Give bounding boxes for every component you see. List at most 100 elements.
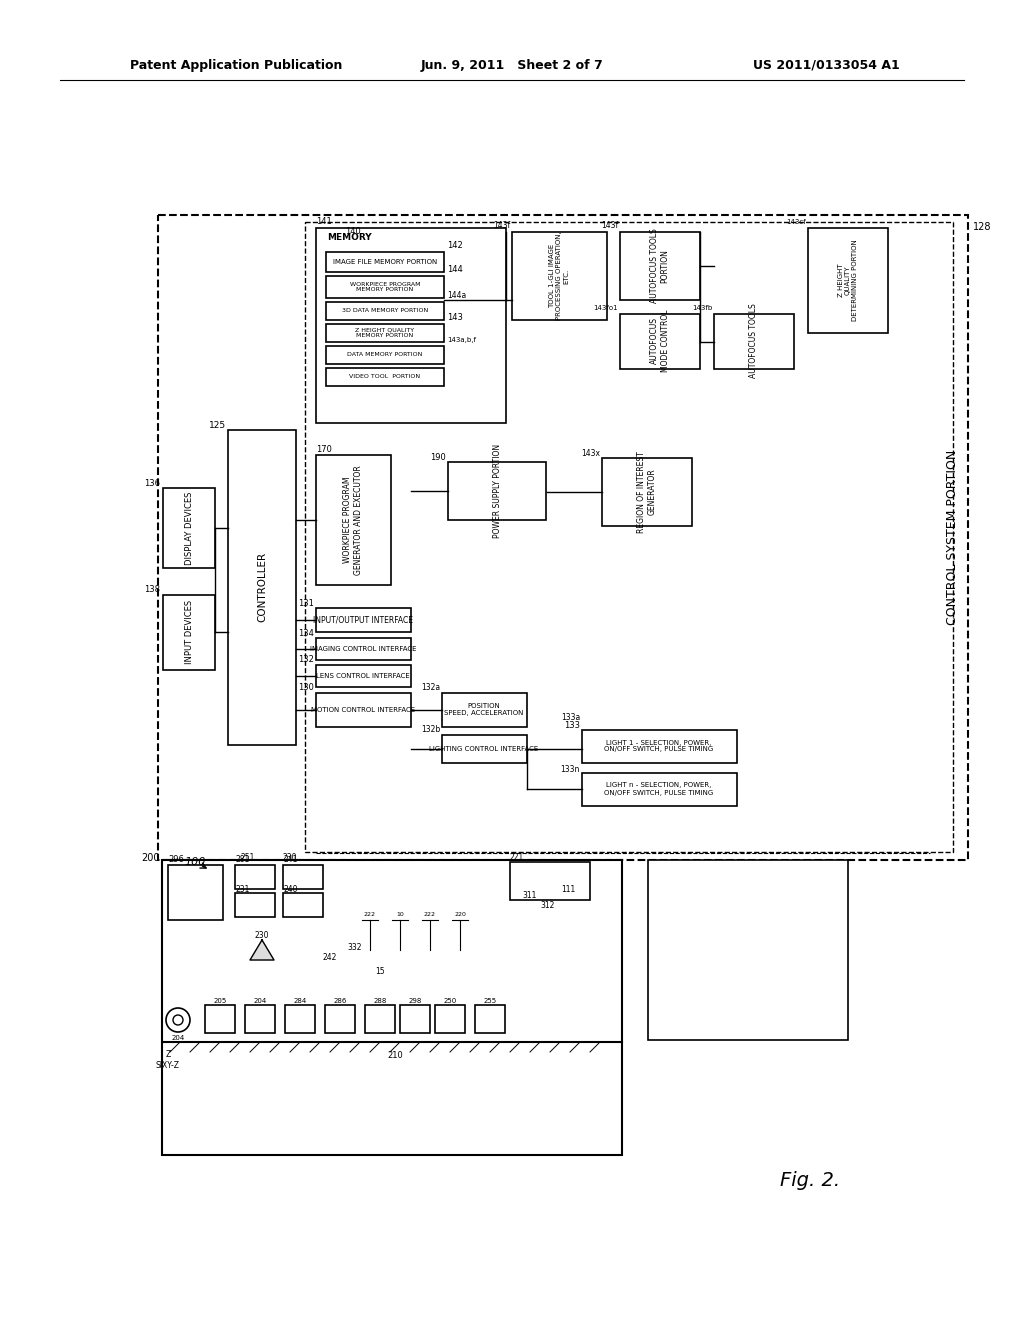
Text: WORKPIECE PROGRAM
MEMORY PORTION: WORKPIECE PROGRAM MEMORY PORTION	[350, 281, 420, 293]
FancyBboxPatch shape	[365, 1005, 395, 1034]
Text: 281: 281	[234, 855, 249, 865]
FancyBboxPatch shape	[158, 215, 968, 861]
Text: AUTOFOCUS TOOLS: AUTOFOCUS TOOLS	[750, 304, 759, 379]
Text: 130: 130	[298, 684, 314, 693]
FancyBboxPatch shape	[326, 276, 444, 298]
Text: 242: 242	[323, 953, 337, 962]
Text: 332: 332	[348, 944, 362, 953]
Text: 284: 284	[293, 998, 306, 1005]
Text: 132: 132	[298, 656, 314, 664]
FancyBboxPatch shape	[245, 1005, 275, 1034]
Text: 296: 296	[168, 855, 184, 865]
Text: 128: 128	[973, 222, 991, 232]
Text: 286: 286	[334, 998, 347, 1005]
Text: MEMORY: MEMORY	[327, 232, 372, 242]
Text: 133n: 133n	[560, 766, 580, 775]
FancyBboxPatch shape	[163, 488, 215, 568]
Text: 288: 288	[374, 998, 387, 1005]
Text: 190: 190	[430, 453, 446, 462]
FancyBboxPatch shape	[602, 458, 692, 525]
FancyBboxPatch shape	[316, 665, 411, 686]
FancyBboxPatch shape	[510, 862, 590, 900]
FancyBboxPatch shape	[620, 314, 700, 370]
FancyBboxPatch shape	[714, 314, 794, 370]
Text: 133: 133	[564, 721, 580, 730]
FancyBboxPatch shape	[475, 1005, 505, 1034]
Text: 204: 204	[253, 998, 266, 1005]
FancyBboxPatch shape	[316, 609, 411, 632]
Text: Jun. 9, 2011   Sheet 2 of 7: Jun. 9, 2011 Sheet 2 of 7	[421, 58, 603, 71]
Text: REGION OF INTEREST
GENERATOR: REGION OF INTEREST GENERATOR	[637, 451, 656, 533]
Text: 205: 205	[213, 998, 226, 1005]
Text: 138: 138	[144, 586, 160, 594]
Text: Z
SIXY-Z: Z SIXY-Z	[156, 1051, 180, 1069]
Text: 143a,b,f: 143a,b,f	[447, 337, 476, 343]
FancyBboxPatch shape	[285, 1005, 315, 1034]
FancyBboxPatch shape	[326, 323, 444, 342]
Text: LENS CONTROL INTERFACE: LENS CONTROL INTERFACE	[316, 673, 410, 678]
Text: 144: 144	[447, 265, 463, 275]
Text: 143fb: 143fb	[692, 305, 712, 312]
Text: 141: 141	[316, 218, 332, 227]
Text: 133a: 133a	[561, 714, 580, 722]
Text: Z HEIGHT QUALITY
MEMORY PORTION: Z HEIGHT QUALITY MEMORY PORTION	[355, 327, 415, 338]
FancyBboxPatch shape	[316, 693, 411, 727]
FancyBboxPatch shape	[442, 735, 527, 763]
Text: US 2011/0133054 A1: US 2011/0133054 A1	[754, 58, 900, 71]
Text: INPUT DEVICES: INPUT DEVICES	[184, 599, 194, 664]
FancyBboxPatch shape	[325, 1005, 355, 1034]
FancyBboxPatch shape	[163, 595, 215, 671]
Text: 132a: 132a	[421, 684, 440, 693]
FancyBboxPatch shape	[283, 894, 323, 917]
FancyBboxPatch shape	[582, 774, 737, 807]
FancyBboxPatch shape	[435, 1005, 465, 1034]
Text: 220: 220	[454, 912, 466, 917]
Text: AUTOFOCUS
MODE CONTROL: AUTOFOCUS MODE CONTROL	[650, 310, 670, 372]
Text: Z HEIGHT
QUALITY
DETERMINING PORTION: Z HEIGHT QUALITY DETERMINING PORTION	[838, 239, 858, 321]
Polygon shape	[250, 940, 274, 960]
Text: LIGHT 1 - SELECTION, POWER,
ON/OFF SWITCH, PULSE TIMING: LIGHT 1 - SELECTION, POWER, ON/OFF SWITC…	[604, 739, 714, 752]
Text: CONTROL SYSTEM PORTION: CONTROL SYSTEM PORTION	[946, 450, 959, 626]
Text: Patent Application Publication: Patent Application Publication	[130, 58, 342, 71]
Text: 140: 140	[345, 227, 360, 236]
FancyBboxPatch shape	[316, 228, 506, 422]
Text: 240: 240	[283, 884, 298, 894]
Text: LIGHTING CONTROL INTERFACE: LIGHTING CONTROL INTERFACE	[429, 746, 539, 752]
Text: 3D DATA MEMORY PORTION: 3D DATA MEMORY PORTION	[342, 309, 428, 314]
Text: 251: 251	[241, 854, 255, 862]
Text: 143fo1: 143fo1	[593, 305, 618, 312]
Text: 311: 311	[523, 891, 538, 899]
Text: 200: 200	[141, 853, 160, 863]
Text: 222: 222	[424, 912, 436, 917]
Text: INPUT/OUTPUT INTERFACE: INPUT/OUTPUT INTERFACE	[313, 615, 413, 624]
Text: 125: 125	[209, 421, 226, 429]
Text: 222: 222	[364, 912, 376, 917]
Text: 143x: 143x	[581, 449, 600, 458]
Text: 231: 231	[234, 884, 250, 894]
Text: POWER SUPPLY PORTION: POWER SUPPLY PORTION	[493, 444, 502, 539]
Text: 250: 250	[443, 998, 457, 1005]
Text: 142: 142	[447, 242, 463, 251]
FancyBboxPatch shape	[808, 228, 888, 333]
Text: 131: 131	[298, 598, 314, 607]
Text: 312: 312	[541, 900, 555, 909]
FancyBboxPatch shape	[234, 894, 275, 917]
Text: 210: 210	[387, 1051, 402, 1060]
Text: 143cf: 143cf	[786, 219, 806, 224]
Text: WORKPIECE PROGRAM
GENERATOR AND EXECUTOR: WORKPIECE PROGRAM GENERATOR AND EXECUTOR	[343, 465, 362, 576]
Text: 15: 15	[375, 968, 385, 977]
Text: 204: 204	[171, 1035, 184, 1041]
Text: 221: 221	[510, 853, 524, 862]
Text: VIDEO TOOL  PORTION: VIDEO TOOL PORTION	[349, 375, 421, 380]
Text: 10: 10	[396, 912, 403, 917]
Text: 132b: 132b	[421, 726, 440, 734]
FancyBboxPatch shape	[582, 730, 737, 763]
Text: 134: 134	[298, 628, 314, 638]
Text: 143f: 143f	[601, 222, 618, 231]
FancyBboxPatch shape	[228, 430, 296, 744]
FancyBboxPatch shape	[326, 252, 444, 272]
Text: IMAGING CONTROL INTERFACE: IMAGING CONTROL INTERFACE	[309, 645, 416, 652]
FancyBboxPatch shape	[648, 861, 848, 1040]
FancyBboxPatch shape	[305, 222, 953, 851]
Text: MOTION CONTROL INTERFACE: MOTION CONTROL INTERFACE	[311, 708, 415, 713]
